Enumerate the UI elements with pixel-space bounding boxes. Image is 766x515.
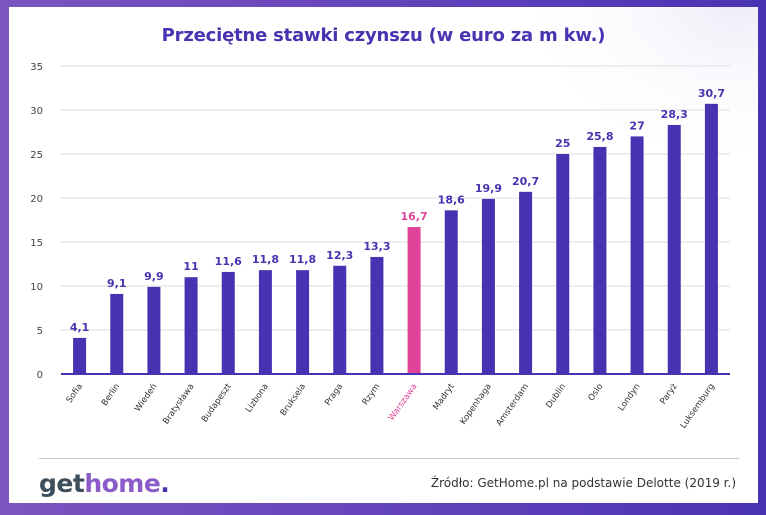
y-tick-label: 20 <box>30 194 43 205</box>
bar <box>333 265 347 374</box>
data-label: 4,1 <box>70 321 90 334</box>
footer-divider <box>39 458 739 459</box>
bar <box>407 227 421 374</box>
bar <box>221 271 235 374</box>
data-label: 20,7 <box>512 175 539 188</box>
data-label: 11,6 <box>215 255 242 268</box>
data-label: 9,1 <box>107 277 127 290</box>
y-tick-label: 5 <box>37 326 43 337</box>
x-category-label: Amsterdam <box>495 382 531 428</box>
x-category-label: Lizbona <box>244 382 271 415</box>
data-label: 13,3 <box>363 240 390 253</box>
x-category-label: Dublin <box>544 382 568 410</box>
data-label: 12,3 <box>326 249 353 262</box>
data-label: 11,8 <box>252 253 279 266</box>
x-category-label: Budapeszt <box>200 381 234 424</box>
data-label: 9,9 <box>144 270 164 283</box>
y-tick-label: 30 <box>30 106 43 117</box>
logo-part-home: home <box>84 469 161 498</box>
gethome-logo: gethome. <box>39 469 170 498</box>
x-category-label: Luksemburg <box>679 382 717 431</box>
chart-title: Przeciętne stawki czynszu (w euro za m k… <box>161 25 606 46</box>
data-label: 28,3 <box>661 108 688 121</box>
x-category-label: Bruksela <box>279 382 308 418</box>
x-category-label: Praga <box>323 382 345 408</box>
y-tick-label: 35 <box>30 62 43 73</box>
bar <box>444 210 458 374</box>
x-category-label: Oslo <box>586 382 605 403</box>
bar <box>73 337 87 374</box>
x-category-label: Madryt <box>431 381 457 412</box>
x-category-label: Paryż <box>658 382 680 407</box>
bar <box>370 256 384 374</box>
bar <box>481 198 495 374</box>
source-note: Źródło: GetHome.pl na podstawie Delotte … <box>430 476 736 490</box>
x-category-label: Wiedeń <box>133 382 159 414</box>
data-label: 19,9 <box>475 182 502 195</box>
bar <box>258 270 272 374</box>
x-category-label: Warszawa <box>387 382 420 423</box>
bar-chart: 0 5 10 15 20 25 30 35 4,1 Sofia 9,1 Berlin 9,9 Wiedeń… <box>30 62 730 431</box>
data-label: 30,7 <box>698 87 725 100</box>
data-label: 16,7 <box>401 210 428 223</box>
bar <box>556 154 570 374</box>
y-tick-label: 10 <box>30 282 43 293</box>
data-label: 25,8 <box>586 130 613 143</box>
data-label: 25 <box>555 137 570 150</box>
bar <box>519 191 533 374</box>
y-tick-label: 0 <box>37 370 43 381</box>
bar <box>184 277 198 374</box>
logo-part-dot: . <box>160 469 170 498</box>
x-category-label: Bratysława <box>161 382 196 426</box>
x-category-label: Rzym <box>361 382 383 407</box>
x-category-label: Kopenhaga <box>458 382 493 427</box>
bar <box>630 136 644 374</box>
bar <box>110 293 124 374</box>
data-label: 27 <box>629 119 644 132</box>
y-tick-label: 15 <box>30 238 43 249</box>
bar <box>296 270 310 374</box>
data-label: 11,8 <box>289 253 316 266</box>
bar <box>593 146 607 374</box>
bar <box>147 286 161 374</box>
chart-card: Przeciętne stawki czynszu (w euro za m k… <box>9 7 758 503</box>
data-label: 18,6 <box>438 193 465 206</box>
bar <box>704 103 718 374</box>
x-category-label: Sofia <box>65 382 85 405</box>
y-tick-label: 25 <box>30 150 43 161</box>
x-category-label: Londyn <box>617 382 643 413</box>
bar <box>667 124 681 375</box>
logo-part-get: get <box>39 469 85 498</box>
x-category-label: Berlin <box>100 382 122 408</box>
data-label: 11 <box>183 260 198 273</box>
